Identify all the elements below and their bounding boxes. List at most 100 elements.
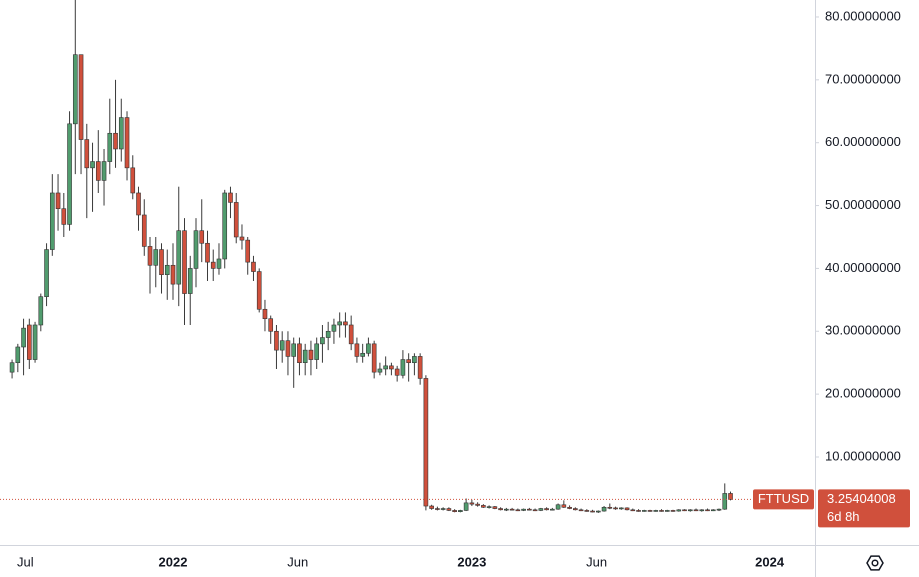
candle: [153, 236, 159, 288]
candle-body: [400, 359, 406, 376]
candle: [584, 509, 590, 512]
candle-body: [578, 509, 584, 512]
candle: [406, 353, 411, 382]
candle-body: [532, 509, 538, 512]
candle-body: [641, 510, 647, 512]
candle: [636, 509, 641, 512]
settings-dot[interactable]: [871, 559, 879, 567]
candle-body: [78, 54, 84, 140]
candle: [343, 312, 348, 338]
candle-body: [446, 508, 452, 511]
candle-body: [164, 264, 170, 276]
candle-body: [435, 508, 440, 510]
candle-body: [124, 117, 130, 169]
candle: [354, 337, 360, 363]
candle-body: [141, 214, 147, 247]
candle-body: [423, 378, 429, 507]
candle: [337, 312, 342, 338]
candle-body: [159, 249, 164, 276]
candle: [383, 356, 388, 376]
candle: [141, 199, 147, 256]
candle: [728, 491, 733, 501]
candle: [463, 498, 469, 512]
settings-hexagon[interactable]: [866, 555, 884, 571]
candle-body: [9, 362, 15, 373]
candle: [222, 189, 228, 269]
candle: [417, 353, 423, 385]
candle-body: [538, 508, 544, 511]
candle-body: [360, 352, 365, 357]
y-tick-label: 30.00000000: [825, 323, 901, 338]
candle: [687, 509, 693, 512]
candle: [170, 243, 176, 300]
x-tick-label: Jun: [586, 554, 607, 569]
candle: [32, 321, 38, 363]
candle-body: [228, 192, 233, 203]
candle: [251, 255, 256, 281]
candle-body: [251, 261, 256, 272]
x-tick-label: 2022: [159, 554, 188, 569]
candle: [233, 192, 239, 244]
candle: [15, 343, 21, 373]
candle: [297, 337, 302, 376]
x-tick-label: 2023: [457, 554, 486, 569]
candle: [446, 507, 452, 512]
settings-icon[interactable]: [866, 555, 884, 571]
candle-body: [343, 321, 348, 326]
candle: [130, 155, 136, 200]
candle: [67, 111, 72, 231]
candle: [555, 503, 561, 510]
candle-body: [590, 510, 595, 513]
candle: [613, 506, 618, 510]
candle: [291, 337, 297, 388]
candle: [573, 507, 578, 511]
candle: [664, 509, 670, 512]
candle-body: [320, 337, 325, 345]
candle: [84, 123, 90, 219]
candle-body: [44, 249, 49, 298]
candle: [268, 315, 274, 344]
candle-body: [38, 296, 44, 326]
candle-body: [647, 510, 653, 512]
candle: [118, 98, 124, 162]
candle: [314, 337, 320, 369]
candle-body: [417, 356, 423, 379]
candle: [716, 508, 722, 512]
candle: [440, 507, 446, 511]
candle: [371, 340, 377, 379]
candle-body: [463, 502, 469, 511]
candle-body: [314, 343, 320, 360]
candle-body: [354, 343, 360, 357]
candle: [647, 509, 653, 512]
candle: [722, 483, 728, 510]
candle-body: [486, 506, 492, 508]
candle-body: [699, 509, 705, 512]
candle-body: [366, 343, 371, 354]
candle: [550, 507, 555, 511]
candle-body: [274, 330, 279, 351]
candle-body: [176, 230, 182, 285]
candle-body: [297, 343, 302, 364]
candle: [21, 318, 26, 376]
candle: [72, 0, 78, 175]
candle-body: [90, 161, 95, 169]
candle: [412, 353, 417, 376]
candle-body: [182, 230, 187, 294]
candle: [366, 337, 371, 357]
candle-body: [187, 268, 193, 294]
candle-body: [170, 264, 176, 285]
candle-body: [555, 504, 561, 510]
candle: [205, 230, 210, 281]
candle: [618, 507, 624, 510]
candle: [469, 499, 475, 507]
candle-body: [147, 246, 153, 266]
candle-body: [722, 493, 728, 510]
candle: [279, 331, 285, 363]
candle-body: [653, 510, 659, 512]
candle: [262, 299, 268, 332]
candle: [95, 130, 101, 193]
candle: [308, 340, 314, 376]
candle: [360, 343, 365, 363]
candle: [475, 502, 480, 507]
